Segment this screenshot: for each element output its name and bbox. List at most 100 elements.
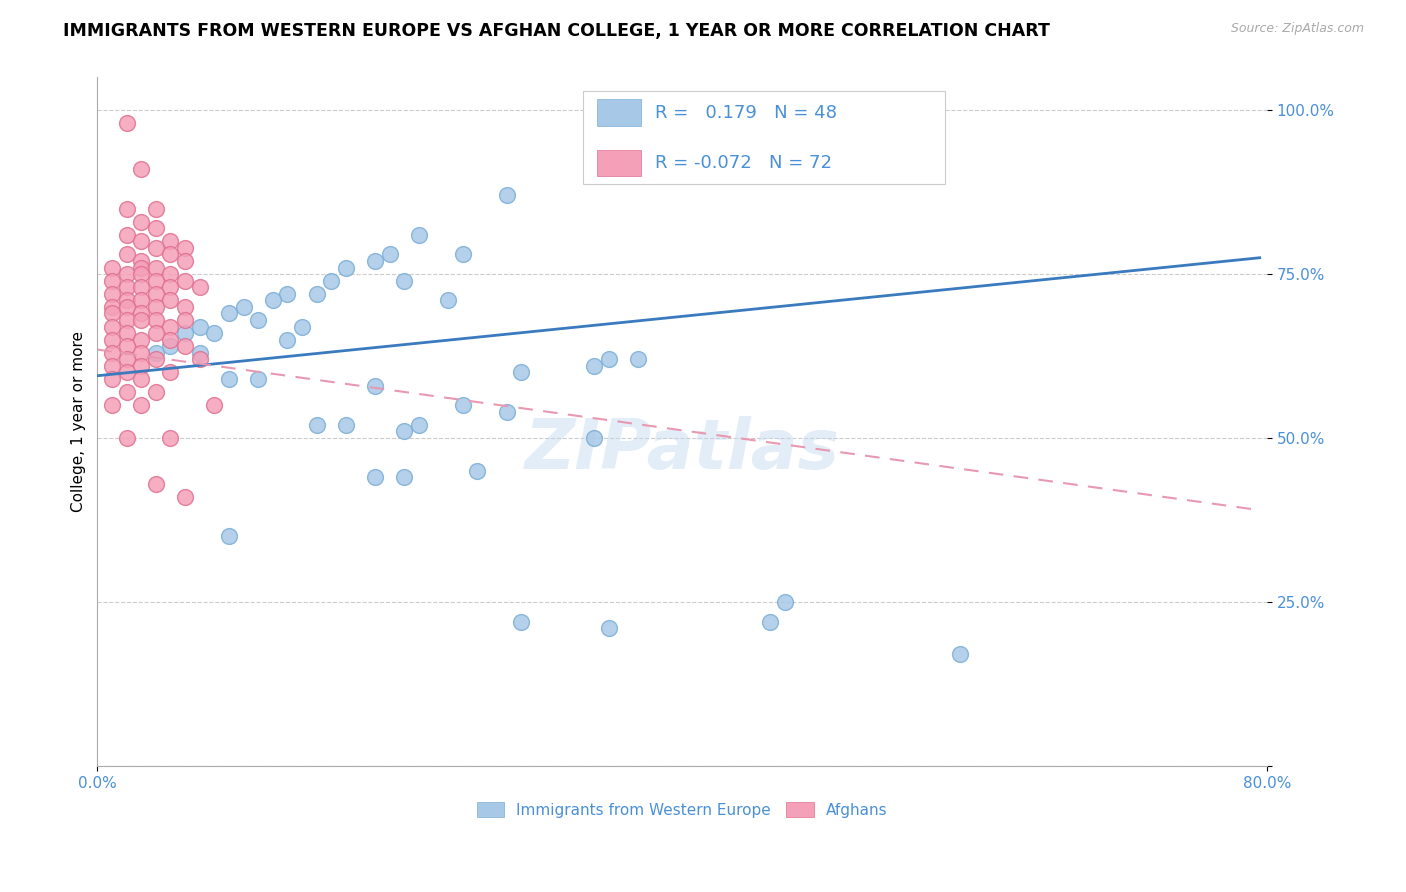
Point	[495, 188, 517, 202]
Point	[159, 280, 181, 294]
Point	[145, 346, 167, 360]
Point	[247, 372, 270, 386]
Point	[174, 326, 197, 340]
Point	[115, 116, 138, 130]
Point	[276, 333, 298, 347]
Point	[145, 202, 167, 216]
Point	[408, 417, 430, 432]
Point	[145, 274, 167, 288]
Point	[394, 274, 416, 288]
Point	[174, 339, 197, 353]
Point	[495, 405, 517, 419]
Point	[641, 123, 664, 137]
Point	[321, 274, 343, 288]
Point	[262, 293, 284, 308]
Point	[159, 293, 181, 308]
Point	[159, 235, 181, 249]
FancyBboxPatch shape	[596, 100, 641, 126]
Point	[598, 352, 620, 367]
Point	[291, 319, 314, 334]
Point	[202, 326, 225, 340]
Point	[174, 241, 197, 255]
Point	[101, 260, 124, 275]
Point	[583, 359, 606, 373]
Text: R =   0.179   N = 48: R = 0.179 N = 48	[655, 103, 838, 121]
Point	[115, 227, 138, 242]
FancyBboxPatch shape	[582, 91, 945, 184]
Point	[159, 333, 181, 347]
Point	[101, 319, 124, 334]
Point	[145, 241, 167, 255]
Point	[129, 306, 152, 320]
Point	[671, 123, 693, 137]
Point	[276, 286, 298, 301]
Point	[218, 372, 240, 386]
Y-axis label: College, 1 year or more: College, 1 year or more	[72, 331, 86, 512]
Point	[247, 313, 270, 327]
Point	[101, 333, 124, 347]
Point	[364, 470, 387, 484]
Point	[159, 339, 181, 353]
Point	[174, 313, 197, 327]
Point	[115, 247, 138, 261]
Point	[145, 352, 167, 367]
Point	[159, 267, 181, 281]
Point	[188, 346, 211, 360]
Point	[145, 286, 167, 301]
Point	[115, 313, 138, 327]
Point	[145, 300, 167, 314]
Point	[129, 398, 152, 412]
Point	[129, 162, 152, 177]
Point	[364, 254, 387, 268]
Point	[218, 306, 240, 320]
Point	[174, 254, 197, 268]
Point	[159, 366, 181, 380]
Point	[101, 300, 124, 314]
Point	[115, 326, 138, 340]
Point	[598, 621, 620, 635]
Point	[467, 464, 489, 478]
Point	[145, 260, 167, 275]
Point	[101, 274, 124, 288]
Point	[174, 300, 197, 314]
Point	[115, 293, 138, 308]
Point	[583, 431, 606, 445]
Point	[159, 319, 181, 334]
Point	[101, 286, 124, 301]
Point	[129, 372, 152, 386]
Point	[335, 417, 357, 432]
Point	[145, 326, 167, 340]
Point	[101, 346, 124, 360]
Point	[437, 293, 460, 308]
Point	[101, 359, 124, 373]
Point	[115, 267, 138, 281]
Point	[510, 366, 533, 380]
Point	[129, 267, 152, 281]
Point	[174, 490, 197, 504]
Point	[408, 227, 430, 242]
Point	[129, 333, 152, 347]
Point	[101, 306, 124, 320]
Point	[129, 359, 152, 373]
Point	[115, 339, 138, 353]
Point	[115, 366, 138, 380]
Point	[115, 202, 138, 216]
Point	[115, 431, 138, 445]
Text: IMMIGRANTS FROM WESTERN EUROPE VS AFGHAN COLLEGE, 1 YEAR OR MORE CORRELATION CHA: IMMIGRANTS FROM WESTERN EUROPE VS AFGHAN…	[63, 22, 1050, 40]
Point	[115, 352, 138, 367]
Point	[115, 385, 138, 400]
FancyBboxPatch shape	[596, 150, 641, 176]
Point	[129, 293, 152, 308]
Point	[451, 398, 474, 412]
Point	[129, 260, 152, 275]
Point	[159, 247, 181, 261]
Point	[101, 372, 124, 386]
Point	[305, 286, 328, 301]
Point	[129, 346, 152, 360]
Point	[174, 274, 197, 288]
Point	[759, 615, 782, 629]
Text: ZIPatlas: ZIPatlas	[524, 416, 839, 483]
Point	[129, 280, 152, 294]
Point	[335, 260, 357, 275]
Point	[115, 300, 138, 314]
